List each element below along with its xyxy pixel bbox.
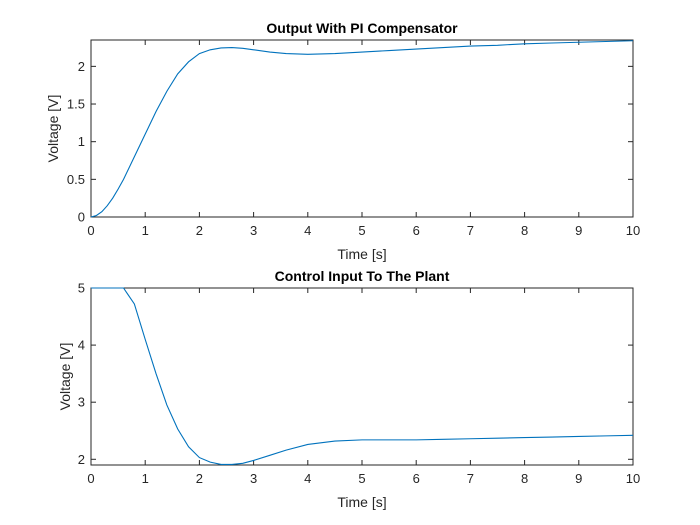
- x-tick-label: 3: [250, 471, 257, 486]
- axes-output: 0 1 2 3 4 5 6 7 8 9 10 0 0.5 1 1.5 2 Output With PI Co…: [45, 20, 640, 262]
- x-tick-label: 4: [304, 471, 311, 486]
- axes-control-input: 0 1 2 3 4 5 6 7 8 9 10 2 3 4 5 Control Input To The P…: [57, 268, 640, 510]
- x-tick-label: 9: [575, 471, 582, 486]
- chart-title-control-input: Control Input To The Plant: [275, 268, 450, 284]
- x-tick-label: 5: [358, 471, 365, 486]
- y-axis-label-output: Voltage [V]: [45, 95, 61, 163]
- series-line-output: [90, 40, 634, 218]
- x-ticks-control-input: 0 1 2 3 4 5 6 7 8 9 10: [87, 288, 640, 486]
- x-tick-label: 1: [142, 471, 149, 486]
- y-tick-label: 1: [78, 134, 85, 149]
- x-tick-label: 9: [575, 223, 582, 238]
- x-tick-label: 7: [467, 471, 474, 486]
- x-tick-label: 10: [626, 471, 640, 486]
- x-tick-label: 8: [521, 223, 528, 238]
- chart-title-output: Output With PI Compensator: [266, 20, 458, 36]
- y-tick-label: 5: [78, 281, 85, 296]
- x-tick-label: 2: [196, 471, 203, 486]
- y-tick-label: 2: [78, 452, 85, 467]
- x-tick-label: 0: [87, 223, 94, 238]
- x-axis-label-output: Time [s]: [337, 246, 386, 262]
- x-tick-label: 8: [521, 471, 528, 486]
- y-tick-label: 1.5: [67, 97, 85, 112]
- y-tick-label: 0.5: [67, 172, 85, 187]
- x-tick-label: 7: [467, 223, 474, 238]
- x-tick-label: 2: [196, 223, 203, 238]
- x-axis-label-control-input: Time [s]: [337, 494, 386, 510]
- x-tick-label: 6: [413, 471, 420, 486]
- x-tick-label: 3: [250, 223, 257, 238]
- x-ticks-output: 0 1 2 3 4 5 6 7 8 9 10: [87, 40, 640, 238]
- y-tick-label: 3: [78, 395, 85, 410]
- x-tick-label: 1: [142, 223, 149, 238]
- x-tick-label: 5: [358, 223, 365, 238]
- series-line-control-input: [91, 287, 634, 465]
- y-axis-label-control-input: Voltage [V]: [57, 343, 73, 411]
- y-tick-label: 0: [78, 210, 85, 225]
- x-tick-label: 6: [413, 223, 420, 238]
- plot-frame-control-input: [90, 287, 634, 466]
- series-control-input: [91, 287, 634, 465]
- y-tick-label: 2: [78, 59, 85, 74]
- x-tick-label: 4: [304, 223, 311, 238]
- y-ticks-output: 0 0.5 1 1.5 2: [67, 59, 633, 225]
- y-tick-label: 4: [78, 338, 85, 353]
- x-tick-label: 10: [626, 223, 640, 238]
- x-tick-label: 0: [87, 471, 94, 486]
- plot-frame-output: [90, 39, 634, 218]
- series-output: [90, 40, 634, 218]
